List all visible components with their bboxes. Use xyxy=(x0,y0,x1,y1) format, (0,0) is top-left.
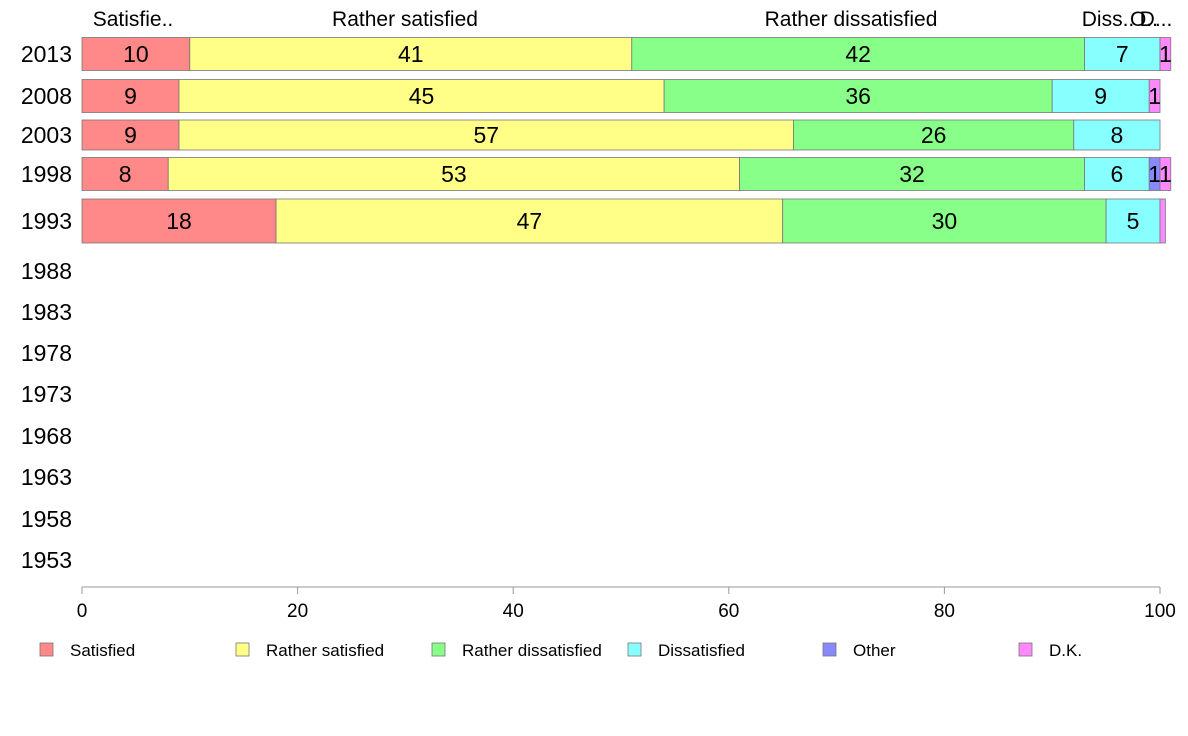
data-label: 47 xyxy=(517,208,543,234)
data-label: 7 xyxy=(1116,41,1129,67)
x-tick-label: 100 xyxy=(1144,601,1176,622)
data-label: 6 xyxy=(1110,161,1123,187)
legend-label: Rather satisfied xyxy=(266,641,384,660)
data-label: 36 xyxy=(845,83,871,109)
bar-segment xyxy=(167,157,740,191)
bar-segment xyxy=(782,198,1107,244)
legend-label: Rather dissatisfied xyxy=(462,641,602,660)
x-tick-label: 80 xyxy=(934,601,955,622)
year-label: 1983 xyxy=(21,299,72,325)
bar-segment xyxy=(1084,157,1150,191)
x-tick-label: 20 xyxy=(287,601,308,622)
bar-segment xyxy=(793,119,1075,151)
legend-swatch xyxy=(627,642,642,657)
series-top-label: Satisfie.. xyxy=(93,8,174,31)
data-label: 1 xyxy=(1159,41,1172,67)
year-label: 1958 xyxy=(21,506,72,532)
bar-segment xyxy=(1159,198,1166,244)
data-label: 9 xyxy=(1094,83,1107,109)
bar-segment xyxy=(81,79,180,113)
year-label: 1953 xyxy=(21,547,72,573)
data-label: 42 xyxy=(845,41,871,67)
year-label: 1963 xyxy=(21,464,72,490)
legend-swatch xyxy=(822,642,837,657)
bar-segment xyxy=(189,37,633,71)
year-label: 1998 xyxy=(21,161,72,187)
year-label: 2013 xyxy=(21,41,72,67)
year-label: 2008 xyxy=(21,83,72,109)
series-top-label: Diss.. xyxy=(1082,8,1135,31)
data-label: 53 xyxy=(441,161,467,187)
bar-segment xyxy=(1148,79,1161,113)
x-tick-label: 60 xyxy=(718,601,739,622)
bar-segment xyxy=(1159,157,1172,191)
year-label: 1973 xyxy=(21,381,72,407)
data-label: 9 xyxy=(124,122,137,148)
bar-segment xyxy=(1159,37,1172,71)
data-label: 8 xyxy=(1110,122,1123,148)
data-label: 5 xyxy=(1127,208,1140,234)
legend-swatch xyxy=(235,642,250,657)
legend-swatch xyxy=(1018,642,1033,657)
bar-segment xyxy=(1051,79,1150,113)
x-tick-label: 0 xyxy=(77,601,88,622)
legend-label: D.K. xyxy=(1049,641,1082,660)
data-label: 32 xyxy=(899,161,925,187)
bar-segment xyxy=(631,37,1085,71)
series-top-label: Rather dissatisfied xyxy=(765,8,938,31)
x-tick-label: 40 xyxy=(503,601,524,622)
bar-segment xyxy=(1073,119,1161,151)
bar-segment xyxy=(178,79,665,113)
data-label: 45 xyxy=(409,83,435,109)
year-label: 1988 xyxy=(21,258,72,284)
legend-label: Dissatisfied xyxy=(658,641,745,660)
legend-swatch xyxy=(431,642,446,657)
series-top-label: Rather satisfied xyxy=(332,8,478,31)
bar-segment xyxy=(81,157,169,191)
bar-segment xyxy=(81,119,180,151)
data-label: 1 xyxy=(1148,83,1161,109)
data-label: 57 xyxy=(473,122,499,148)
year-label: 1978 xyxy=(21,340,72,366)
data-label: 18 xyxy=(166,208,192,234)
bar-segment xyxy=(663,79,1053,113)
data-label: 1 xyxy=(1148,161,1161,187)
data-label: 10 xyxy=(123,41,149,67)
bar-segment xyxy=(1105,198,1161,244)
bar-segment xyxy=(81,198,277,244)
data-label: 8 xyxy=(119,161,132,187)
bar-segment xyxy=(275,198,784,244)
series-top-label: O.. xyxy=(1130,8,1158,31)
bar-segment xyxy=(81,37,191,71)
data-label: 26 xyxy=(921,122,947,148)
series-top-label: D... xyxy=(1140,8,1173,31)
data-label: 9 xyxy=(124,83,137,109)
legend-swatch xyxy=(39,642,54,657)
year-label: 1968 xyxy=(21,423,72,449)
data-label: 30 xyxy=(932,208,958,234)
legend-label: Other xyxy=(853,641,896,660)
data-label: 41 xyxy=(398,41,424,67)
year-label: 1993 xyxy=(21,208,72,234)
data-label: 1 xyxy=(1159,161,1172,187)
legend-label: Satisfied xyxy=(70,641,135,660)
bar-segment xyxy=(739,157,1085,191)
year-label: 2003 xyxy=(21,122,72,148)
